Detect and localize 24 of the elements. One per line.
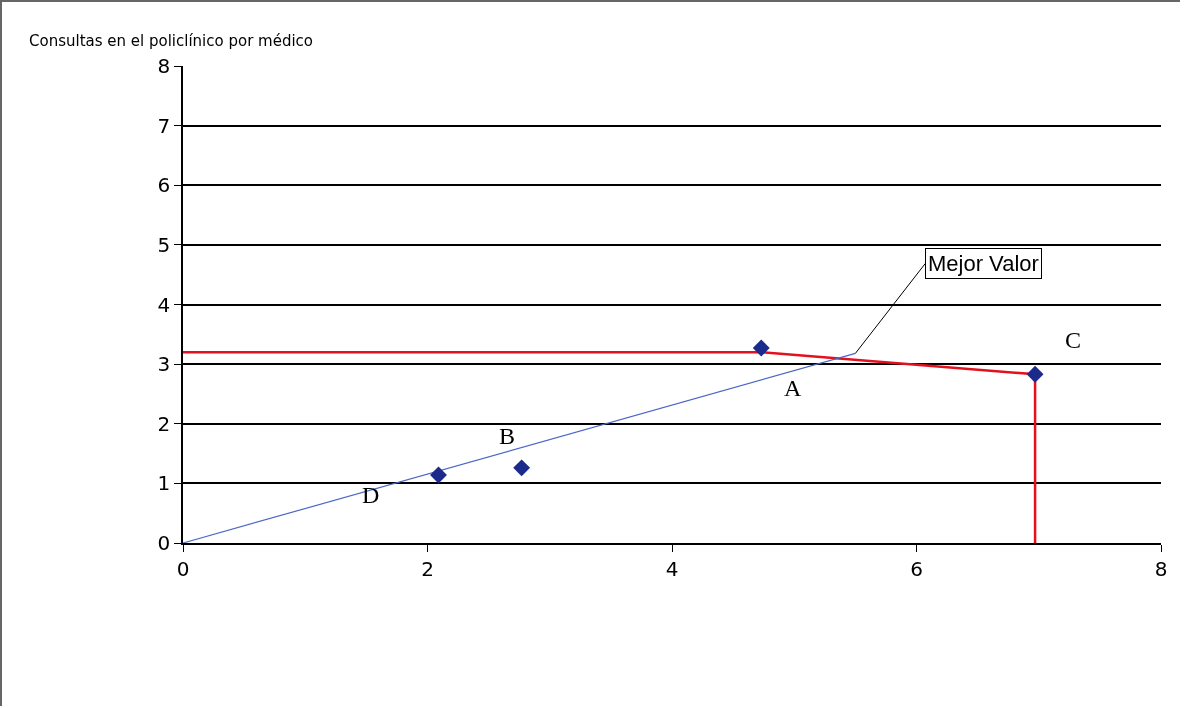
point [430, 466, 447, 484]
x-tick-label: 2 [421, 556, 434, 581]
annotation: D [362, 482, 380, 508]
y-tick-label: 6 [157, 173, 171, 198]
y-axis-title: Consultas en el policlínico por médico [29, 32, 314, 50]
x-tick-label: 4 [665, 556, 679, 581]
y-tick-label: 1 [157, 471, 171, 496]
point [513, 459, 531, 477]
y-tick-label: 4 [157, 292, 171, 317]
y-tick-label: 5 [157, 232, 171, 257]
y-tick-label: 2 [157, 411, 171, 436]
point [1026, 365, 1044, 383]
y-tick-label: 8 [157, 54, 171, 78]
y-tick-label: 0 [157, 531, 171, 555]
x-tick-label: 0 [176, 556, 190, 581]
annotation: C [1065, 327, 1082, 353]
y-tick-label: 7 [157, 113, 171, 138]
annotation: Mejor Valor [928, 251, 1039, 276]
x-tick-label: 8 [1154, 556, 1168, 581]
annotation: B [499, 423, 516, 449]
point [752, 339, 770, 357]
annotation: A [784, 375, 802, 401]
y-tick-label: 3 [157, 352, 171, 377]
x-tick-label: 6 [910, 556, 923, 581]
